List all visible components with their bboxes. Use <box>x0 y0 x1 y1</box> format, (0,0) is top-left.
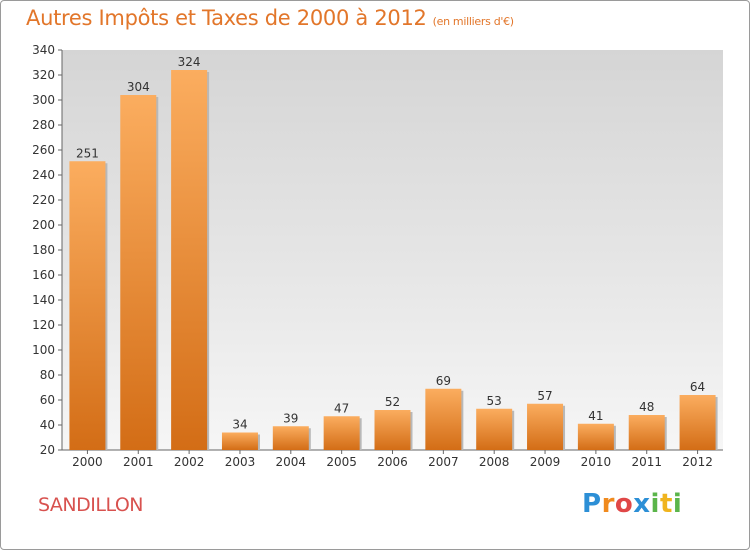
chart-title-text: Autres Impôts et Taxes de 2000 à 2012 <box>26 6 427 30</box>
x-tick-label-2004: 2004 <box>276 455 307 469</box>
chart-unit: (en milliers d'€) <box>432 15 514 28</box>
y-tick-label: 60 <box>40 393 55 407</box>
data-label-2009: 57 <box>537 389 552 403</box>
x-tick-label-2005: 2005 <box>326 455 357 469</box>
bar-2006 <box>374 410 411 450</box>
x-tick-label-2002: 2002 <box>174 455 205 469</box>
data-label-2004: 39 <box>283 411 298 425</box>
y-tick-label: 280 <box>32 118 55 132</box>
bar-2002 <box>171 70 208 450</box>
y-tick-label: 80 <box>40 368 55 382</box>
y-tick-label: 340 <box>32 43 55 57</box>
bar-2005 <box>323 416 360 450</box>
x-tick-label-2011: 2011 <box>631 455 662 469</box>
data-label-2011: 48 <box>639 400 654 414</box>
chart-title: Autres Impôts et Taxes de 2000 à 2012 (en… <box>26 6 514 30</box>
y-tick-label: 320 <box>32 68 55 82</box>
bar-2008 <box>476 408 513 450</box>
data-label-2007: 69 <box>436 374 451 388</box>
data-label-2003: 34 <box>232 418 247 432</box>
data-label-2006: 52 <box>385 395 400 409</box>
y-tick-label: 180 <box>32 243 55 257</box>
proxiti-logo: Proxiti <box>582 489 683 519</box>
x-tick-label-2012: 2012 <box>682 455 713 469</box>
x-tick-label-2008: 2008 <box>479 455 510 469</box>
x-tick-label-2001: 2001 <box>123 455 154 469</box>
bar-2012 <box>679 395 716 450</box>
data-label-2001: 304 <box>127 80 150 94</box>
bar-2010 <box>577 423 614 450</box>
commune-name: SANDILLON <box>38 494 144 516</box>
data-label-2012: 64 <box>690 380 705 394</box>
bar-2004 <box>272 426 309 450</box>
data-label-2010: 41 <box>588 409 603 423</box>
y-tick-label: 220 <box>32 193 55 207</box>
y-tick-label: 240 <box>32 168 55 182</box>
x-tick-label-2007: 2007 <box>428 455 459 469</box>
y-tick-label: 160 <box>32 268 55 282</box>
bar-2007 <box>425 388 462 450</box>
data-label-2008: 53 <box>487 394 502 408</box>
y-tick-label: 260 <box>32 143 55 157</box>
y-tick-label: 100 <box>32 343 55 357</box>
bar-2009 <box>527 403 564 450</box>
data-label-2002: 324 <box>178 55 201 69</box>
y-tick-label: 300 <box>32 93 55 107</box>
y-tick-label: 140 <box>32 293 55 307</box>
x-tick-label-2000: 2000 <box>72 455 103 469</box>
bar-2003 <box>221 432 258 450</box>
x-tick-label-2010: 2010 <box>581 455 612 469</box>
data-label-2005: 47 <box>334 401 349 415</box>
y-tick-label: 120 <box>32 318 55 332</box>
x-tick-label-2006: 2006 <box>377 455 408 469</box>
data-label-2000: 251 <box>76 146 99 160</box>
y-tick-label: 20 <box>40 443 55 457</box>
y-tick-label: 200 <box>32 218 55 232</box>
bar-2000 <box>69 161 106 450</box>
y-tick-label: 40 <box>40 418 55 432</box>
bar-2011 <box>628 415 665 450</box>
x-tick-label-2003: 2003 <box>225 455 256 469</box>
bar-2001 <box>120 95 157 450</box>
x-tick-label-2009: 2009 <box>530 455 561 469</box>
